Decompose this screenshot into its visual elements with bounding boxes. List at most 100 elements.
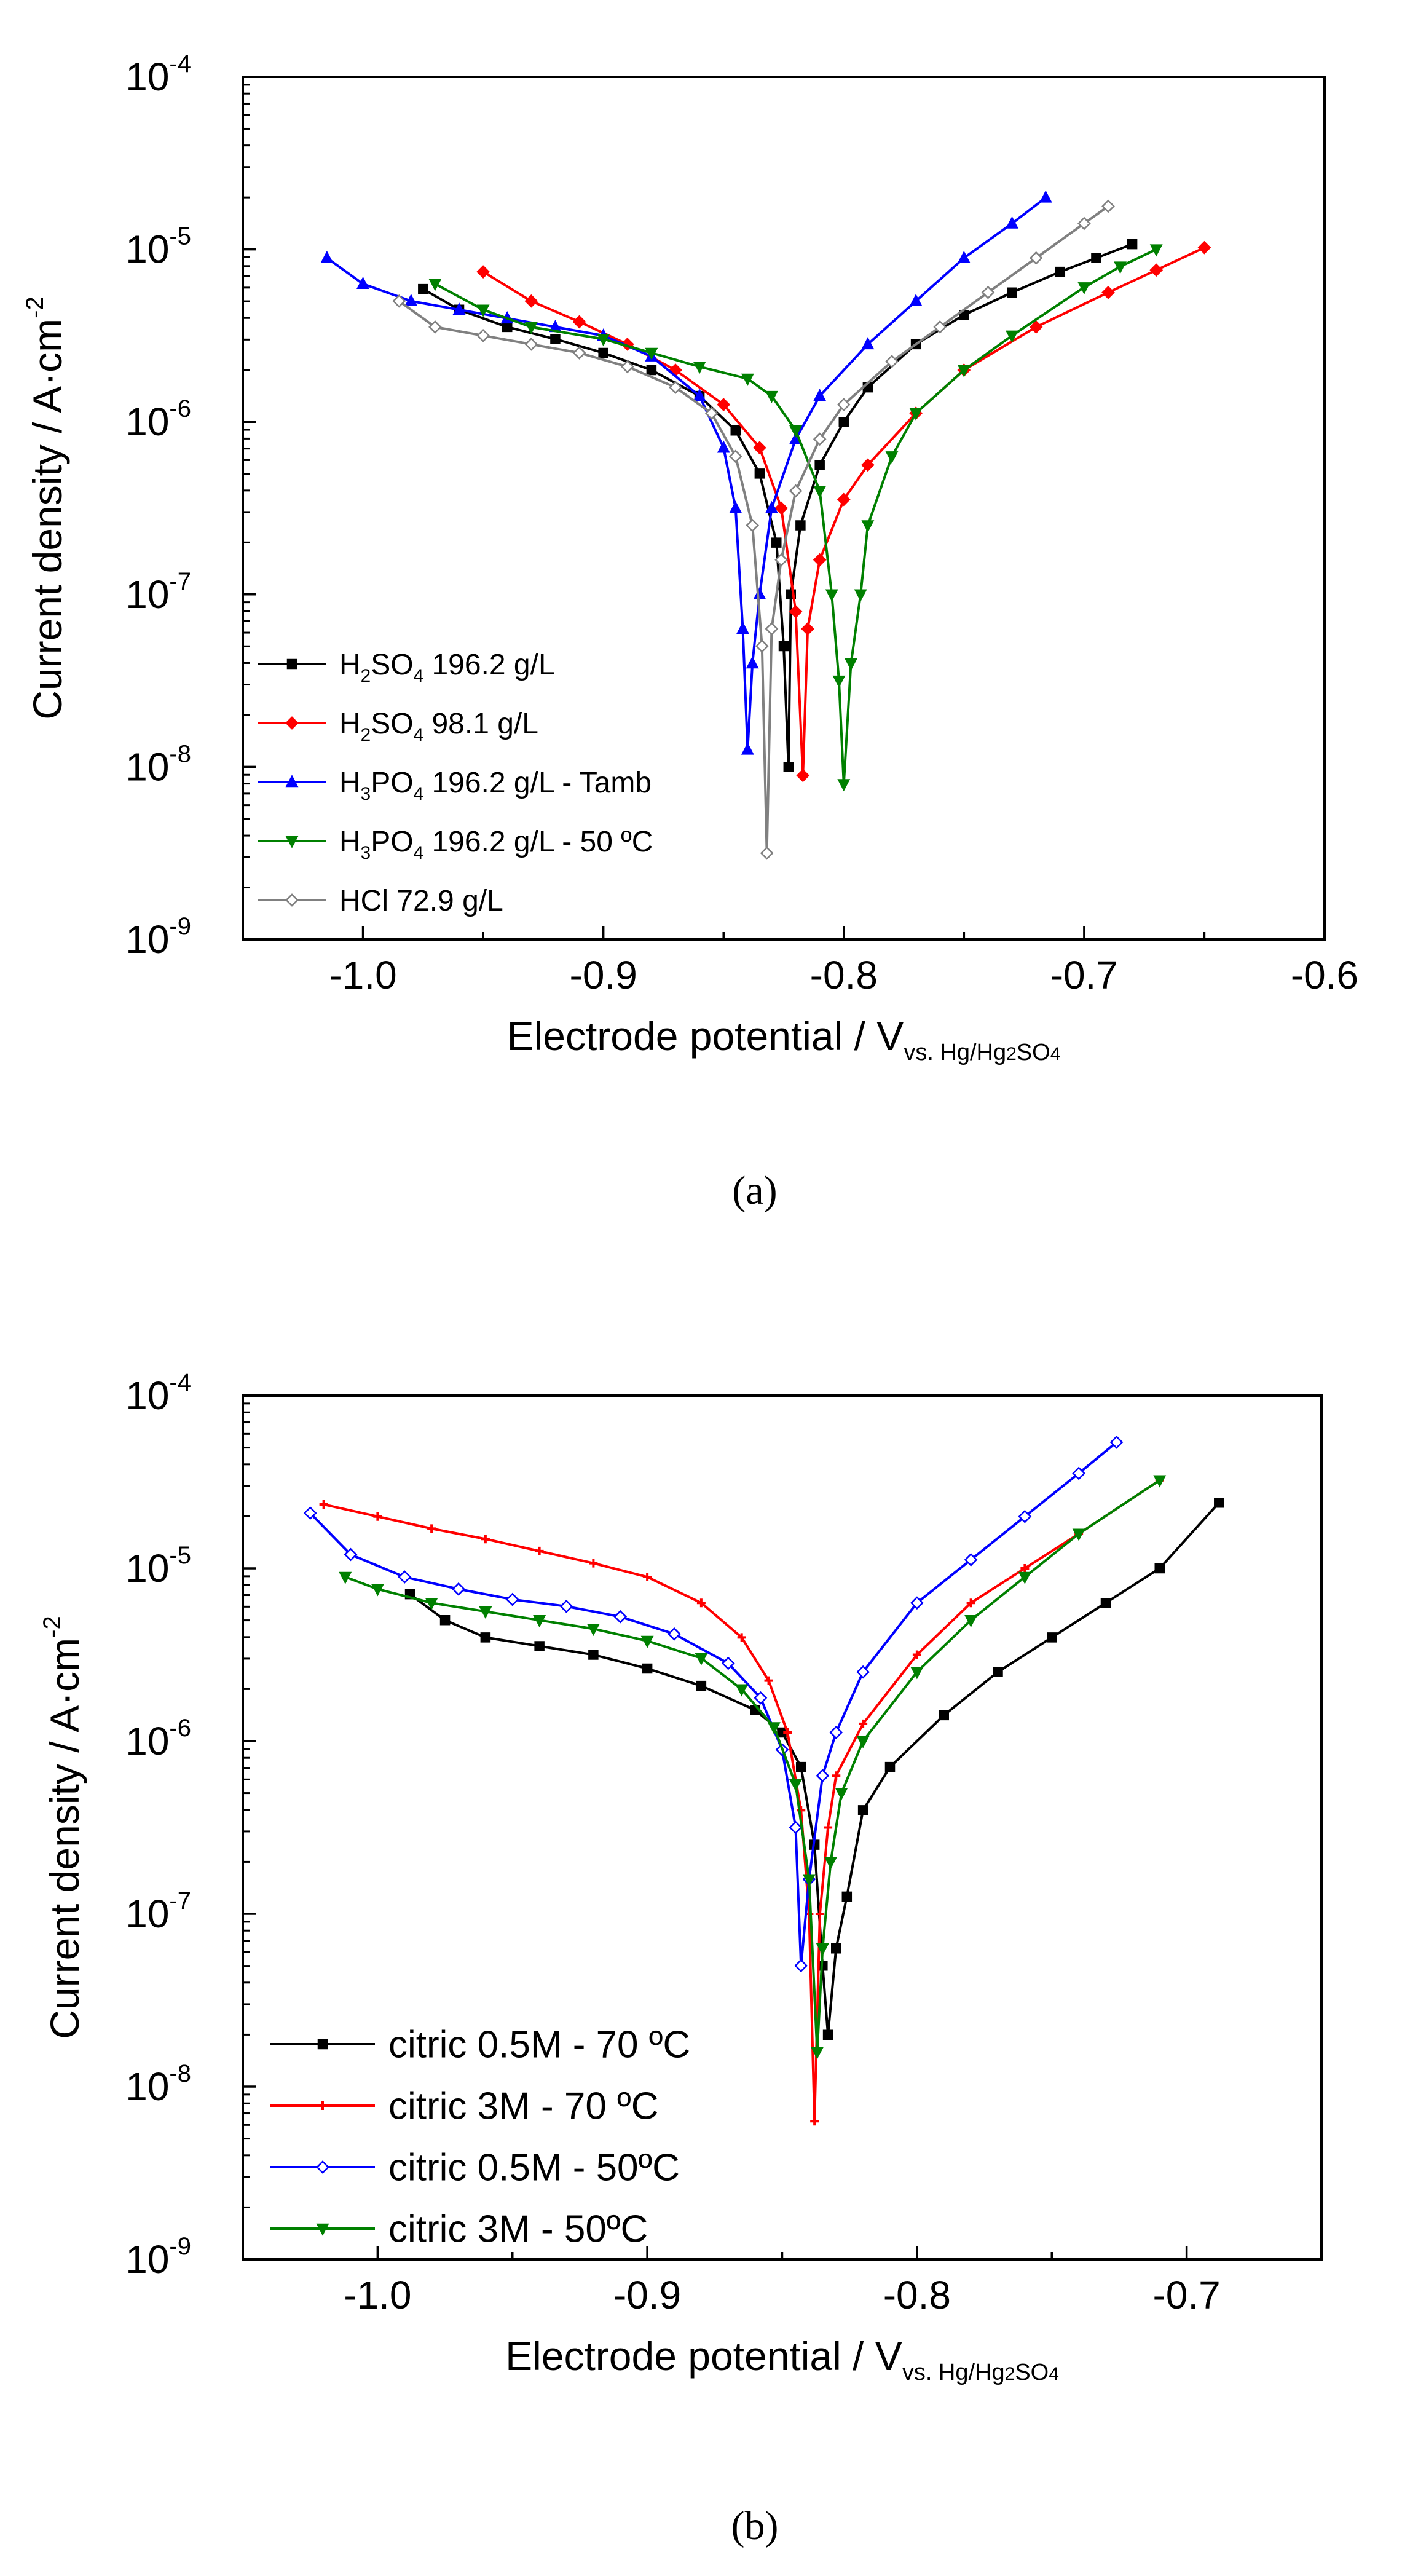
panel-b-data-point [371,1584,384,1597]
panel-a-x-tick-label: -0.7 [1050,953,1118,997]
panel-a-data-point [524,338,538,351]
panel-b-data-point [533,1615,546,1628]
panel-a-data-point [728,449,742,464]
panel-a-y-axis-label: Current density / A·cm-2 [22,296,70,719]
panel-a-data-point [1127,239,1138,250]
panel-b-data-point [789,1779,802,1792]
panel-b-legend-marker [316,2223,329,2236]
panel-a-legend-sub: 2 [361,666,371,686]
panel-b-legend-marker [316,2160,329,2174]
panel-b-data-point [964,1615,978,1628]
panel-a-legend-text: SO [371,649,413,681]
panel-a-data-point [933,320,947,334]
panel-b-data-point [856,1665,870,1679]
panel-a-data-point [795,520,806,531]
panel-b-y-tick-base: 10 [125,1373,169,1418]
panel-a-data-point [861,337,875,350]
panel-a-data-point [746,656,759,669]
panel-a-data-point [428,320,442,334]
panel-a-x-axis-label-main: Electrode potential / V [507,1013,904,1059]
panel-b-x-axis-label-sub3: SO [1015,2360,1049,2385]
panel-b-y-tick-base: 10 [125,2064,169,2109]
panel-b-y-tick-label: 10-5 [125,1542,191,1590]
panel-a-x-axis-label-sub2: 2 [1006,1044,1017,1064]
panel-b-x-axis-label-sub2: 2 [1005,2364,1015,2384]
panel-b-data-point [835,1788,848,1801]
panel-a-x-tick-label: -1.0 [329,953,396,997]
panel-b-data-point [767,1722,781,1735]
panel-a-data-point [1029,251,1043,265]
panel-a-data-point [765,622,779,636]
panel-a-data-point [789,604,803,618]
panel-b-y-tick-label: 10-4 [125,1369,191,1418]
panel-b-data-point [1153,1475,1167,1488]
panel-a-data-point [754,468,765,479]
panel-b-x-axis-label-sub: vs. Hg/Hg [902,2360,1005,2385]
panel-b-x-tick-label: -1.0 [344,2273,411,2317]
panel-b-x-axis-label: Electrode potential / Vvs. Hg/Hg2SO4 [505,2333,1059,2385]
panel-a-legend-label: H2SO4 196.2 g/L [339,649,555,686]
panel-a-data-point [1006,216,1019,229]
panel-a-data-point [418,283,428,294]
panel-b-y-tick-base: 10 [125,1892,169,1936]
panel-a-y-tick-label: 10-5 [125,223,191,272]
panel-a-data-point [837,492,851,507]
panel-b-data-point [640,1635,654,1648]
panel-b-data-point [811,2047,824,2060]
panel-b-y-axis-label-main: Current density / A·cm [42,1638,87,2039]
panel-a-y-tick-base: 10 [125,572,169,617]
panel-a-legend-sub: 4 [414,666,424,686]
panel-b-data-point [398,1570,412,1584]
panel-a-data-point [765,390,778,403]
panel-a-data-point [774,501,788,515]
panel-a-series-2 [320,190,1052,755]
panel-a-legend-sub: 4 [414,784,424,804]
panel-b-data-point [319,1500,328,1509]
panel-a-data-point [620,338,634,351]
panel-b-data-point [884,1761,896,1772]
panel-b-data-point [505,1592,519,1606]
panel-a-data-point [825,589,838,602]
panel-b-data-point [910,1667,924,1680]
panel-a-data-point [730,425,741,436]
panel-a-data-point [320,250,334,263]
panel-b-series-line [409,1501,1220,2036]
panel-a-data-point [1077,216,1091,231]
panel-a-plot-frame [242,76,1326,941]
panel-b-data-point [816,1769,830,1783]
panel-b-data-point [794,1959,808,1973]
panel-b-y-axis-label: Current density / A·cm-2 [39,1616,87,2039]
panel-a-legend-sub: 3 [361,784,371,804]
panel-b-series-1 [319,1476,1164,2126]
panel-b-data-point [993,1667,1003,1677]
panel-a-legend-label: H3PO4 196.2 g/L - Tamb [339,767,652,804]
panel-b-legend: citric 0.5M - 70 ºC citric 3M - 70 ºC citr… [270,2024,690,2251]
panel-a-data-point [597,334,610,347]
panel-a-data-point [1029,320,1043,334]
panel-a-data-point [813,389,827,401]
panel-a-data-point [717,398,731,412]
panel-a-data-point [598,347,608,358]
panel-b-series-2 [303,1436,1124,1973]
panel-b-data-point [735,1684,749,1697]
panel-b-data-point [439,1615,451,1626]
panel-b-data-point [822,2029,833,2040]
panel-a-legend-sub: 4 [414,725,424,745]
panel-b-y-tick-exp: -6 [169,1715,191,1742]
panel-b-data-point [856,1736,870,1748]
panel-b-data-point [829,1726,843,1739]
panel-a-data-point [838,416,849,427]
panel-b-y-tick-exp: -5 [169,1542,191,1569]
panel-b-data-point [754,1691,768,1705]
panel-a-legend-text: 196.2 g/L - Tamb [423,767,652,799]
panel-a-data-point [771,537,782,548]
panel-a-data-point [404,293,418,307]
panel-a-y-tick-base: 10 [125,400,169,444]
panel-b-data-point [841,1891,853,1902]
panel-b-data-point [1018,1571,1031,1584]
panel-b-data-point [859,1719,868,1728]
panel-b-data-point [427,1524,436,1533]
panel-b-data-point [1072,1528,1085,1541]
